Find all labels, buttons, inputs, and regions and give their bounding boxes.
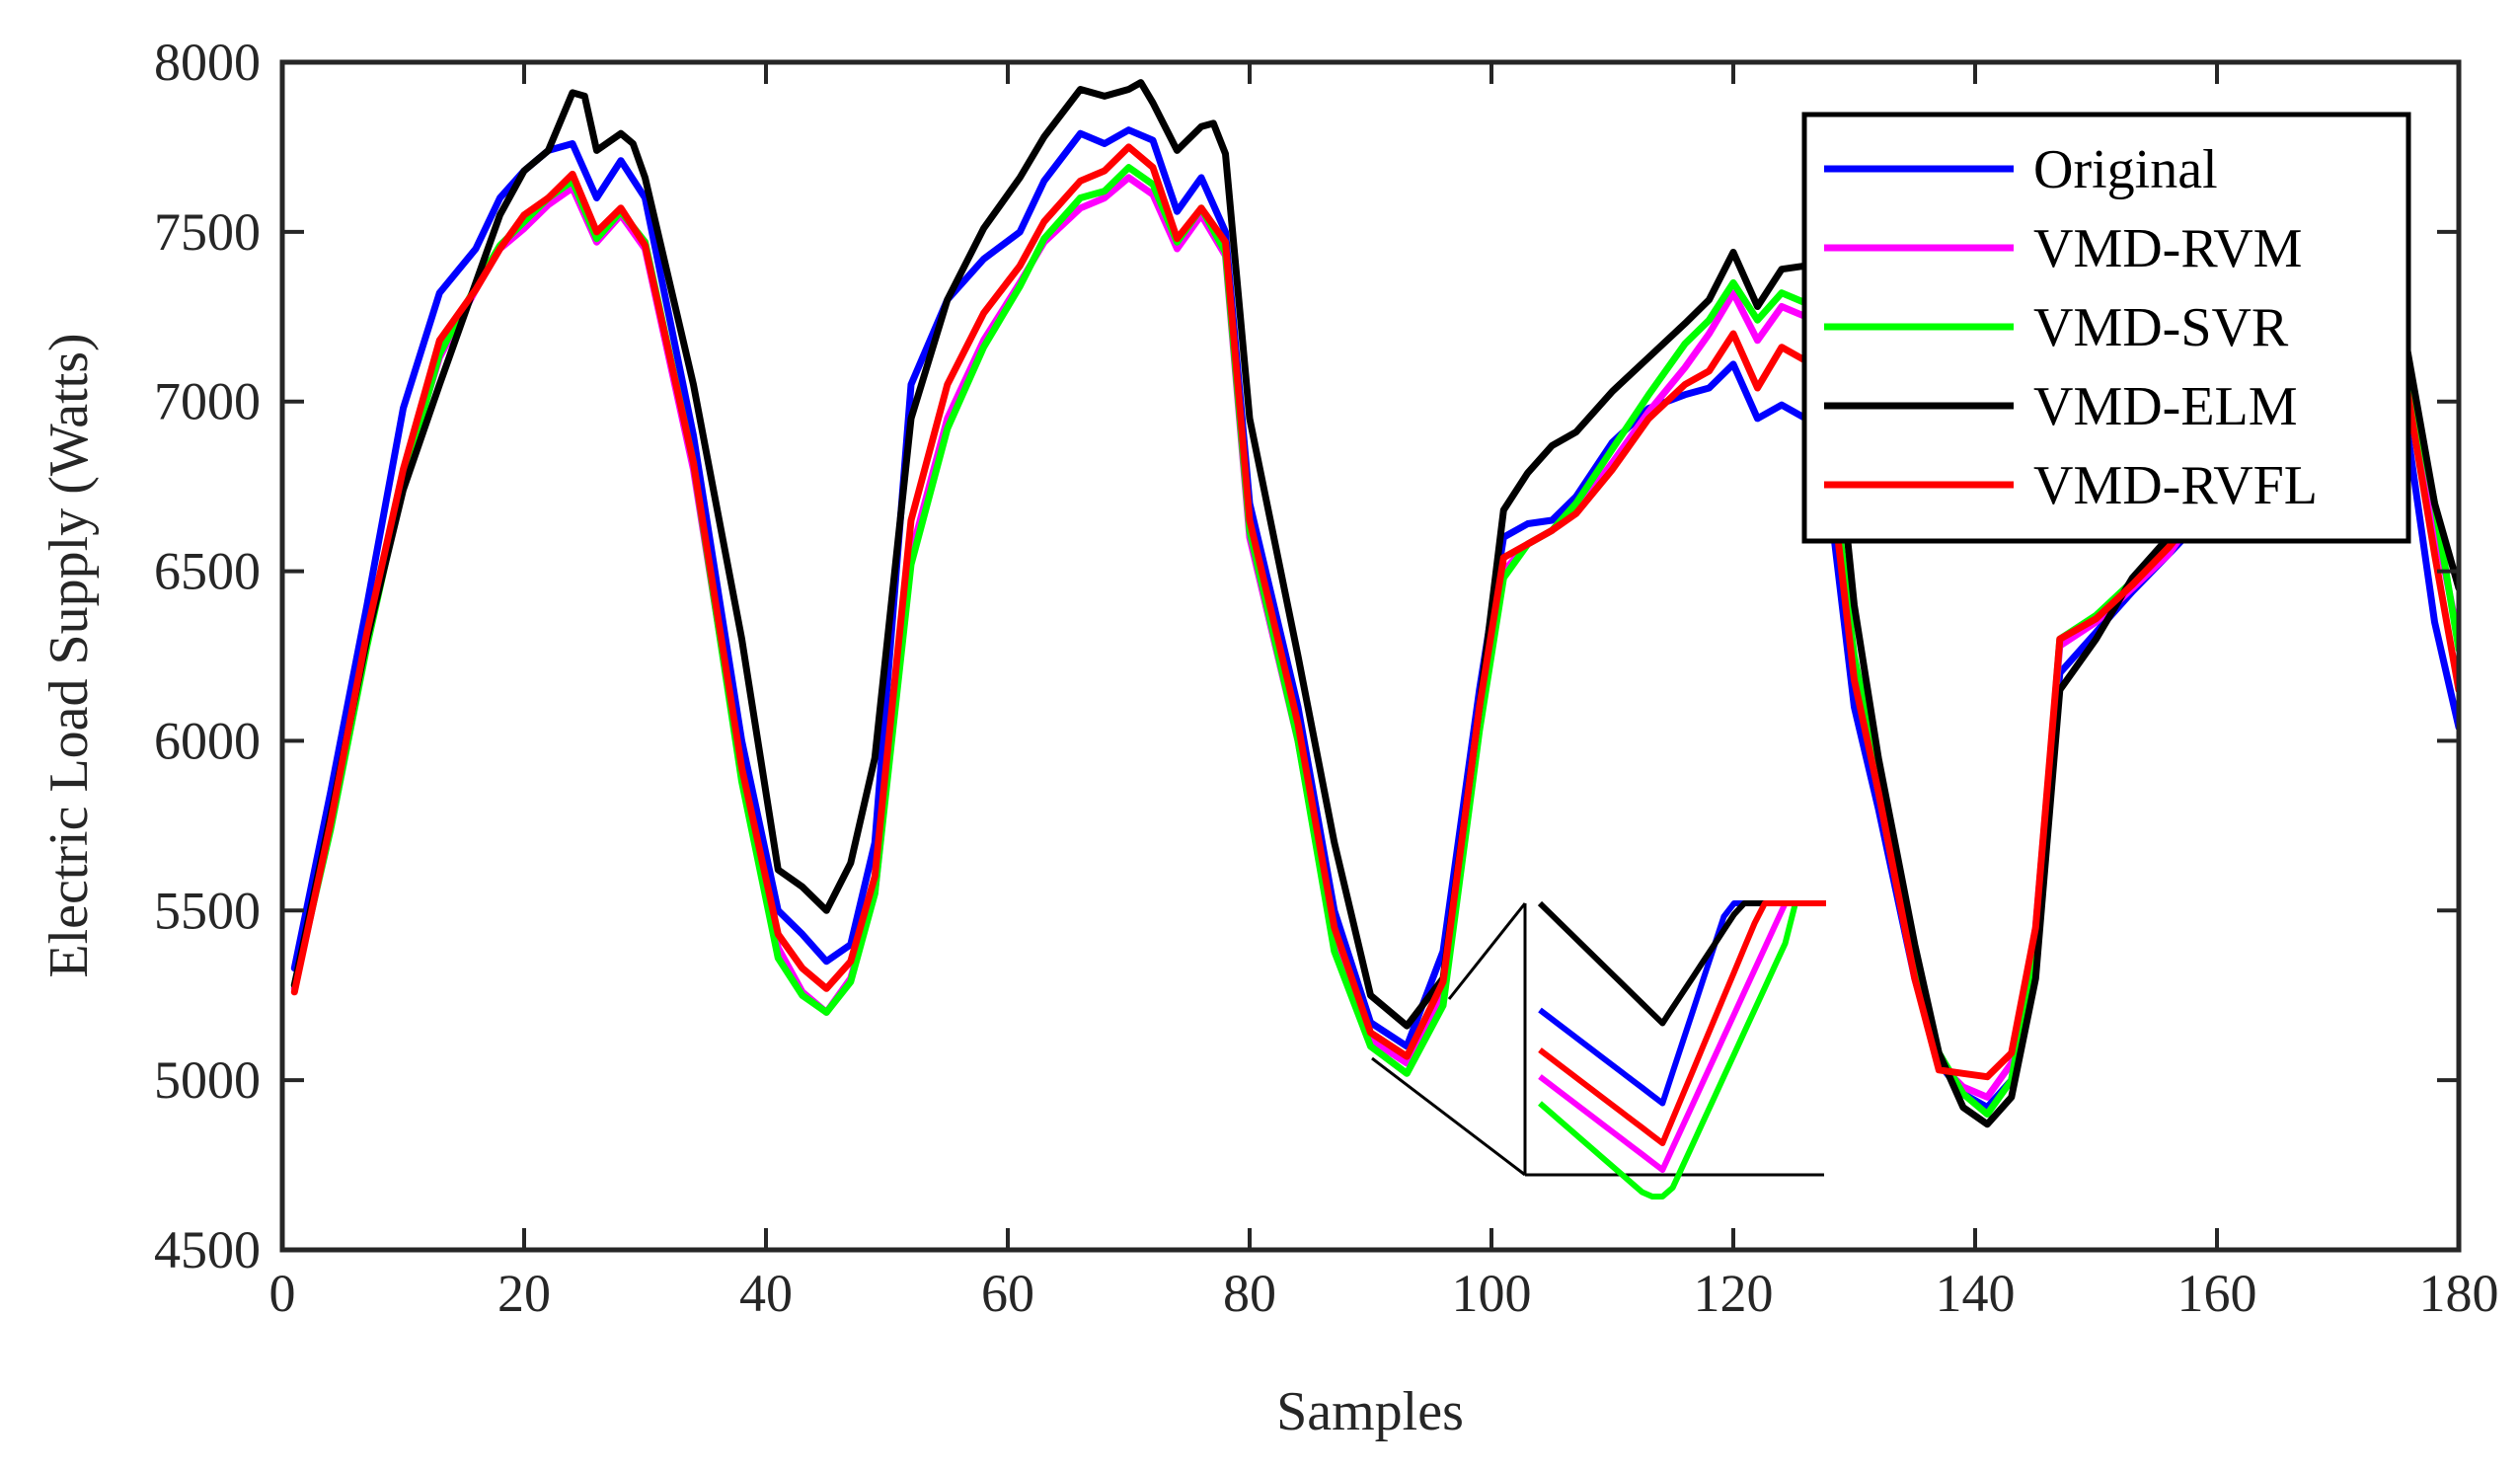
y-tick-label: 6000 [154,711,261,770]
axis-ticks: 0 20 40 60 80 100 120 140 160 180 4500 5000 5500 6000… [154,33,2499,1323]
x-tick-label: 180 [2419,1264,2499,1323]
series-layer [290,79,2461,1128]
inset-series-line-vmd-rvm [1538,900,1826,1173]
legend-label: VMD-RVFL [2033,455,2318,516]
legend-label: VMD-ELM [2033,376,2298,437]
legend: Original VMD-RVM VMD-SVR VMD-ELM VMD-RVFL [1801,112,2411,544]
plot-frame [279,59,2462,1253]
x-tick-label: 40 [739,1264,793,1323]
y-tick-label: 4500 [154,1220,261,1279]
x-tick-label: 80 [1223,1264,1276,1323]
x-tick-label: 20 [497,1264,551,1323]
inset-series-line-vmd-svr [1538,900,1826,1200]
y-tick-label: 5500 [154,881,261,940]
inset-series-line-vmd-rvfl [1538,900,1826,1146]
series-line-vmd-elm [290,79,2461,1128]
legend-label: VMD-RVM [2033,218,2302,279]
y-tick-label: 6500 [154,542,261,601]
y-tick-label: 7000 [154,372,261,431]
x-tick-label: 160 [2177,1264,2257,1323]
x-tick-label: 100 [1452,1264,1532,1323]
x-axis-label: Samples [1276,1381,1464,1442]
legend-label: Original [2033,139,2218,200]
legend-label: VMD-SVR [2033,297,2289,358]
inset-connector-upper [1447,902,1527,1000]
y-axis-label: Electric Load Supply (Watts) [38,333,100,977]
x-tick-label: 120 [1694,1264,1774,1323]
inset-connector-lower [1371,1056,1526,1177]
y-tick-label: 7500 [154,202,261,262]
x-tick-label: 60 [981,1264,1034,1323]
series-line-vmd-rvfl [290,143,2461,1081]
x-tick-label: 0 [269,1264,296,1323]
y-tick-label: 5000 [154,1050,261,1110]
x-tick-label: 140 [1936,1264,2016,1323]
y-tick-label: 8000 [154,33,261,92]
zoom-inset [1371,900,1826,1200]
